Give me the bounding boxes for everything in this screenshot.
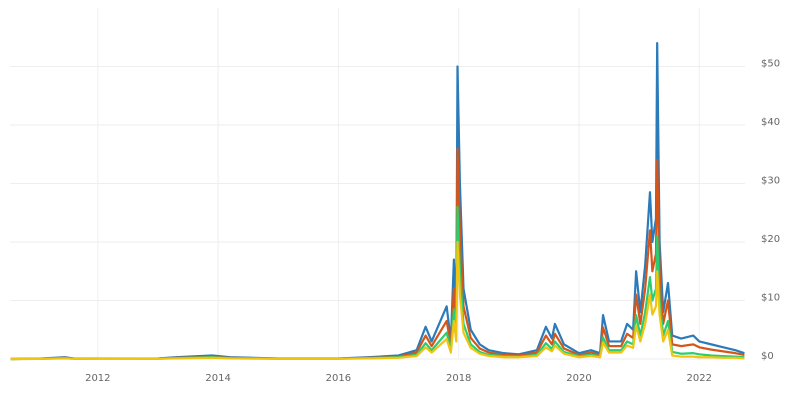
x-tick-label: 2016 [326,373,351,384]
y-tick-label: $0 [761,351,774,362]
y-tick-label: $10 [761,293,780,304]
x-tick-label: 2020 [566,373,591,384]
y-tick-label: $50 [761,59,780,70]
x-tick-label: 2014 [205,373,230,384]
x-tick-label: 2012 [85,373,110,384]
y-tick-label: $40 [761,117,780,128]
series-line [10,240,745,361]
y-tick-label: $20 [761,234,780,245]
y-tick-label: $30 [761,176,780,187]
x-tick-label: 2022 [687,373,712,384]
x-tick-label: 2018 [446,373,471,384]
